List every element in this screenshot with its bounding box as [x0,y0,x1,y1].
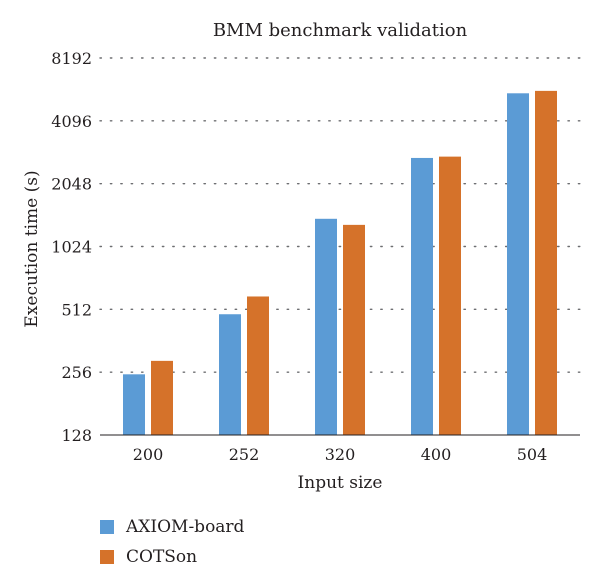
legend-label-axiom: AXIOM-board [126,517,245,537]
bar-cotson-200 [151,360,173,435]
x-axis-label: Input size [298,473,383,493]
bar-axiom-board-320 [315,218,337,435]
bar-axiom-board-252 [219,314,241,435]
y-tick-label: 256 [61,363,92,382]
y-tick-label: 512 [61,300,92,319]
legend-swatch-axiom [100,520,114,534]
legend-item-cotson: COTSon [100,542,244,572]
bar-cotson-252 [247,296,269,435]
y-tick-label: 4096 [51,112,92,131]
y-tick-label: 8192 [51,49,92,68]
x-tick-label: 400 [421,445,452,464]
bar-chart: BMM benchmark validation Execution time … [22,20,581,493]
legend-swatch-cotson [100,550,114,564]
bar-cotson-400 [439,156,461,435]
x-tick-label: 320 [325,445,356,464]
y-tick-label: 2048 [51,175,92,194]
legend-item-axiom: AXIOM-board [100,512,244,542]
x-tick-label: 252 [229,445,260,464]
grid-lines [99,57,581,373]
bar-axiom-board-400 [411,157,433,435]
legend: AXIOM-board COTSon [100,512,244,572]
bar-cotson-504 [535,90,557,435]
bar-cotson-320 [343,224,365,435]
y-tick-labels: 128 256 512 1024 2048 4096 8192 [51,49,92,445]
y-tick-label: 128 [61,426,92,445]
chart-title: BMM benchmark validation [213,20,468,41]
bar-axiom-board-200 [123,374,145,435]
x-tick-labels: 200 252 320 400 504 [133,445,548,464]
y-axis-label: Execution time (s) [22,170,42,327]
y-tick-label: 1024 [51,238,92,257]
x-tick-label: 200 [133,445,164,464]
x-tick-label: 504 [517,445,548,464]
bars [123,90,557,436]
legend-label-cotson: COTSon [126,547,198,567]
bar-axiom-board-504 [507,93,529,436]
